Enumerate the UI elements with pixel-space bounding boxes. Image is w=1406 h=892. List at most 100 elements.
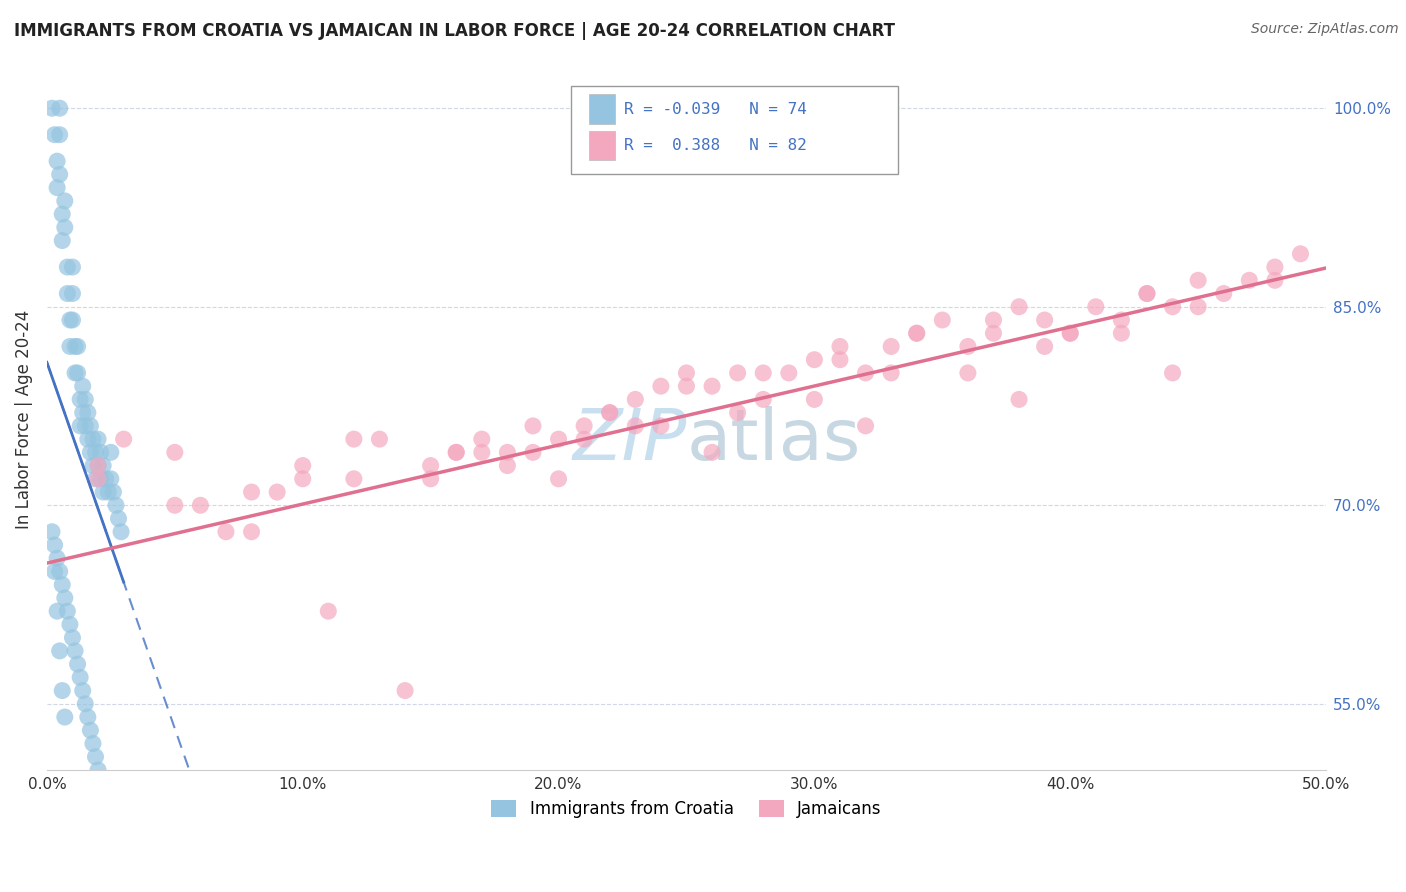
Point bbox=[419, 472, 441, 486]
Point bbox=[100, 445, 122, 459]
Point bbox=[522, 418, 544, 433]
Point bbox=[956, 366, 979, 380]
Point bbox=[41, 101, 63, 115]
Point bbox=[84, 445, 107, 459]
Point bbox=[650, 418, 672, 433]
Point bbox=[1264, 260, 1286, 274]
Point bbox=[62, 260, 84, 274]
Point bbox=[107, 511, 129, 525]
Point bbox=[547, 432, 569, 446]
Point bbox=[880, 339, 903, 353]
Point bbox=[62, 631, 84, 645]
Text: IMMIGRANTS FROM CROATIA VS JAMAICAN IN LABOR FORCE | AGE 20-24 CORRELATION CHART: IMMIGRANTS FROM CROATIA VS JAMAICAN IN L… bbox=[14, 22, 896, 40]
Point bbox=[1033, 313, 1056, 327]
Point bbox=[727, 406, 749, 420]
Point bbox=[880, 366, 903, 380]
Point bbox=[48, 168, 70, 182]
Point bbox=[90, 445, 112, 459]
Point bbox=[59, 339, 82, 353]
Point bbox=[72, 683, 94, 698]
Point bbox=[624, 392, 647, 407]
Point bbox=[51, 683, 73, 698]
Point bbox=[72, 379, 94, 393]
Point bbox=[240, 485, 263, 500]
Point bbox=[56, 604, 79, 618]
FancyBboxPatch shape bbox=[589, 95, 614, 124]
Point bbox=[983, 313, 1005, 327]
Point bbox=[1008, 300, 1031, 314]
Point bbox=[104, 498, 127, 512]
Point bbox=[522, 445, 544, 459]
Point bbox=[79, 723, 101, 738]
Point bbox=[828, 352, 851, 367]
Point bbox=[650, 379, 672, 393]
Point bbox=[59, 313, 82, 327]
Point bbox=[368, 432, 391, 446]
Point bbox=[163, 445, 186, 459]
Point bbox=[572, 418, 595, 433]
Point bbox=[103, 485, 125, 500]
Point bbox=[931, 313, 953, 327]
Point bbox=[163, 498, 186, 512]
Point bbox=[75, 697, 97, 711]
Point bbox=[112, 432, 135, 446]
Point bbox=[100, 472, 122, 486]
Point bbox=[727, 366, 749, 380]
Point bbox=[76, 406, 98, 420]
FancyBboxPatch shape bbox=[571, 86, 897, 174]
Point bbox=[79, 445, 101, 459]
Point bbox=[53, 710, 76, 724]
Point bbox=[240, 524, 263, 539]
Point bbox=[855, 418, 877, 433]
Point bbox=[496, 445, 519, 459]
Point bbox=[1187, 273, 1209, 287]
Point bbox=[1033, 339, 1056, 353]
Point bbox=[87, 458, 110, 473]
Text: R = -0.039   N = 74: R = -0.039 N = 74 bbox=[624, 102, 807, 117]
Point bbox=[343, 472, 366, 486]
Point bbox=[46, 154, 69, 169]
Point bbox=[66, 366, 89, 380]
Point bbox=[82, 737, 104, 751]
Point bbox=[215, 524, 238, 539]
Point bbox=[110, 524, 132, 539]
Point bbox=[675, 379, 697, 393]
Point bbox=[1136, 286, 1159, 301]
Point bbox=[63, 644, 86, 658]
Point bbox=[87, 432, 110, 446]
Point bbox=[66, 657, 89, 672]
Point bbox=[599, 406, 621, 420]
Point bbox=[69, 670, 91, 684]
Point bbox=[51, 234, 73, 248]
Point bbox=[91, 458, 114, 473]
Point bbox=[828, 339, 851, 353]
Point bbox=[778, 366, 800, 380]
Point bbox=[44, 538, 66, 552]
Point bbox=[48, 128, 70, 142]
Point bbox=[343, 432, 366, 446]
Point bbox=[1212, 286, 1234, 301]
Point bbox=[63, 339, 86, 353]
Point bbox=[87, 472, 110, 486]
Point bbox=[471, 445, 494, 459]
Point bbox=[675, 366, 697, 380]
Point bbox=[905, 326, 928, 341]
Point bbox=[53, 220, 76, 235]
Point bbox=[1008, 392, 1031, 407]
Point bbox=[53, 194, 76, 208]
Point bbox=[82, 458, 104, 473]
Point bbox=[752, 366, 775, 380]
Point bbox=[624, 418, 647, 433]
Point bbox=[46, 551, 69, 566]
Point bbox=[94, 472, 117, 486]
Point bbox=[46, 604, 69, 618]
Point bbox=[1239, 273, 1261, 287]
Point bbox=[190, 498, 212, 512]
Point bbox=[700, 379, 723, 393]
Point bbox=[75, 392, 97, 407]
Point bbox=[44, 128, 66, 142]
Point bbox=[1161, 300, 1184, 314]
Point bbox=[48, 101, 70, 115]
Point bbox=[1161, 366, 1184, 380]
Point bbox=[752, 392, 775, 407]
